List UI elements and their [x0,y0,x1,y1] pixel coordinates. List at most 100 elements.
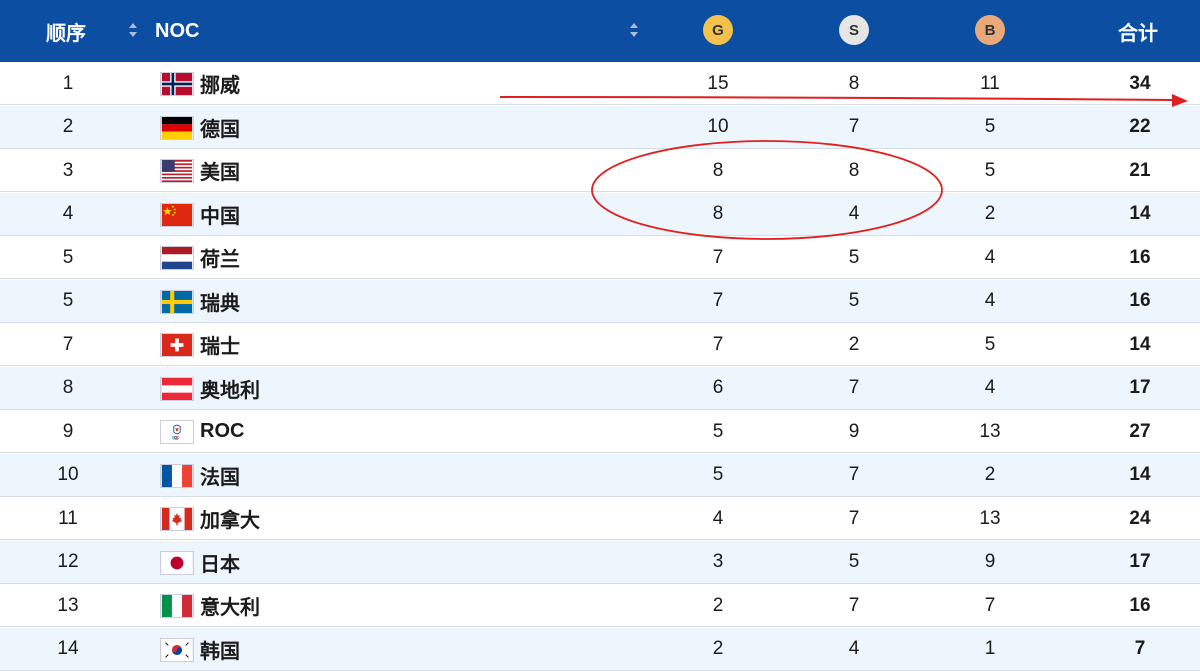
gold-count: 7 [712,290,724,311]
norway-flag [160,72,194,96]
bronze-count: 11 [980,72,1000,94]
gold-count: 15 [707,72,729,94]
italy-flag [160,594,194,618]
total-count: 14 [1129,464,1151,485]
korea-flag [160,637,194,662]
rank-cell: 5 [62,290,74,311]
total-count: 17 [1129,377,1151,398]
sort-icon[interactable] [128,22,138,38]
rank-cell: 10 [57,464,79,485]
bronze-count: 1 [984,638,996,659]
total-count: 34 [1129,72,1151,94]
silver-medal-icon[interactable]: S [839,15,869,45]
china-flag [160,202,194,227]
silver-count: 7 [848,594,860,616]
germany-flag [160,115,194,140]
gold-count: 4 [712,507,724,529]
bronze-count: 2 [984,464,996,485]
table-row[interactable]: 4 中国 8 4 2 14 [0,192,1200,236]
rank-header[interactable]: 顺序 [46,22,86,45]
gold-count: 7 [712,333,724,355]
table-row[interactable]: 14 韩国 2 4 1 7 [0,627,1200,671]
gold-count: 2 [712,594,724,616]
gold-medal-icon[interactable]: G [703,15,733,45]
rank-cell: 11 [58,507,78,529]
table-row[interactable]: 10 法国 5 7 2 14 [0,453,1200,497]
country-name[interactable]: 加拿大 [200,510,260,532]
netherlands-flag [160,246,194,270]
country-name[interactable]: 日本 [200,553,240,576]
country-name[interactable]: 美国 [200,162,240,184]
total-header[interactable]: 合计 [1118,22,1158,45]
silver-count: 8 [848,159,860,181]
sort-icon[interactable] [629,22,639,38]
bronze-count: 5 [984,159,996,181]
total-count: 7 [1134,638,1146,659]
canada-flag [160,507,194,531]
bronze-count: 4 [984,377,996,398]
country-name[interactable]: 奥地利 [200,379,260,402]
country-name[interactable]: ROC [200,420,245,442]
bronze-count: 13 [979,420,1001,442]
country-name[interactable]: 瑞士 [200,336,240,358]
country-name[interactable]: 挪威 [200,75,240,97]
gold-count: 5 [712,420,724,442]
rank-cell: 8 [62,377,74,398]
country-name[interactable]: 韩国 [200,640,240,663]
silver-count: 4 [848,203,860,224]
silver-count: 2 [848,333,860,355]
table-row[interactable]: 5 瑞典 7 5 4 16 [0,279,1200,323]
rank-cell: 7 [62,333,74,355]
japan-flag [160,550,194,575]
bronze-medal-icon[interactable]: B [975,15,1005,45]
table-row[interactable]: 11 加拿大 4 7 13 24 [0,497,1200,540]
rank-cell: 4 [62,203,74,224]
rank-cell: 1 [62,72,74,94]
silver-count: 7 [848,507,860,529]
total-count: 27 [1129,420,1151,442]
country-name[interactable]: 德国 [200,118,240,141]
sweden-flag [160,289,194,314]
silver-count: 7 [848,116,860,137]
total-count: 14 [1129,333,1151,355]
rank-cell: 14 [57,638,79,659]
table-row[interactable]: 13 意大利 2 7 7 16 [0,584,1200,627]
silver-count: 9 [848,420,860,442]
rank-cell: 12 [57,551,79,572]
country-name[interactable]: 荷兰 [200,249,240,271]
total-count: 16 [1129,594,1151,616]
table-row[interactable]: 12 日本 3 5 9 17 [0,540,1200,584]
table-row[interactable]: 1 挪威 15 8 11 34 [0,62,1200,105]
usa-flag [160,159,194,183]
table-row[interactable]: 5 荷兰 7 5 4 16 [0,236,1200,279]
silver-count: 4 [848,638,860,659]
total-count: 16 [1129,290,1151,311]
bronze-count: 2 [984,203,996,224]
table-header: 顺序 NOC G S B 合计 [0,0,1200,62]
rank-cell: 2 [62,116,74,137]
table-row[interactable]: 3 美国 8 8 5 21 [0,149,1200,192]
table-row[interactable]: 9 ROC 5 9 13 27 [0,410,1200,453]
silver-count: 5 [848,246,860,268]
noc-header[interactable]: NOC [155,19,200,42]
country-name[interactable]: 法国 [200,466,240,489]
bronze-count: 9 [984,551,996,572]
bronze-count: 7 [984,594,996,616]
silver-count: 8 [848,72,860,94]
table-row[interactable]: 8 奥地利 6 7 4 17 [0,366,1200,410]
gold-count: 2 [712,638,724,659]
gold-count: 3 [712,551,724,572]
country-name[interactable]: 瑞典 [200,292,240,315]
gold-count: 8 [712,159,724,181]
table-row[interactable]: 2 德国 10 7 5 22 [0,105,1200,149]
country-name[interactable]: 中国 [200,205,240,228]
gold-count: 10 [707,116,729,137]
country-name[interactable]: 意大利 [200,597,260,619]
table-row[interactable]: 7 瑞士 7 2 5 14 [0,323,1200,366]
gold-count: 7 [712,246,724,268]
bronze-count: 4 [984,290,996,311]
total-count: 24 [1129,507,1151,529]
silver-count: 5 [848,290,860,311]
gold-count: 5 [712,464,724,485]
silver-count: 5 [848,551,860,572]
